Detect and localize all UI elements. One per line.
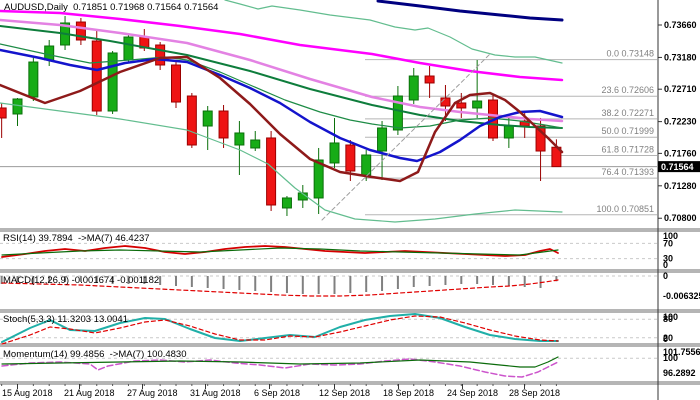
candle	[171, 64, 181, 103]
ma-navy	[376, 0, 564, 22]
price-label: 0.73660	[664, 20, 697, 30]
candle	[107, 52, 118, 112]
date-label: 31 Aug 2018	[190, 388, 241, 398]
scale-label: 101.7556	[663, 347, 700, 357]
candle	[202, 110, 213, 127]
current-price-label: 0.71564	[661, 162, 694, 172]
candle	[456, 102, 467, 109]
fib-label: 38.2 0.72271	[601, 108, 654, 118]
scale-label: 100	[663, 231, 678, 241]
candle	[329, 142, 340, 164]
candle	[266, 137, 277, 206]
candle	[313, 159, 324, 199]
date-label: 12 Sep 2018	[319, 388, 370, 398]
current-price-badge	[658, 161, 700, 173]
date-label: 21 Aug 2018	[64, 388, 115, 398]
scale-label: 96.2892	[663, 368, 696, 378]
candle	[28, 61, 39, 98]
candle	[75, 21, 86, 41]
macd-signal-line	[1, 279, 559, 297]
chart-title: AUDUSD,Daily 0.71851 0.71968 0.71564 0.7…	[4, 2, 219, 13]
rsi-indicator-label: RSI(14) 39.7894 ->MA(7) 46.4237	[3, 233, 150, 244]
date-label: 28 Sep 2018	[509, 388, 560, 398]
rsi-ma-line	[1, 247, 559, 256]
scale-label: 80	[663, 314, 673, 324]
envelope-lower-pale-green	[0, 102, 563, 223]
candle	[535, 125, 546, 152]
scale-label: 30	[663, 254, 673, 264]
date-label: 6 Sep 2018	[254, 388, 300, 398]
ma-magenta	[0, 9, 564, 82]
fib-label: 100.0 0.70851	[596, 204, 654, 214]
candle	[218, 110, 229, 139]
macd-indicator-label: MACD(12,26,9) -0.001674 -0.001182	[3, 275, 160, 286]
candle	[345, 144, 356, 172]
date-label: 27 Aug 2018	[127, 388, 178, 398]
candle	[408, 75, 419, 101]
scale-label: -0.006325	[663, 291, 700, 301]
candle	[44, 45, 55, 61]
candle	[186, 95, 197, 146]
candle	[377, 127, 388, 152]
fib-label: 50.0 0.71999	[601, 126, 654, 136]
scale-label: 100	[663, 312, 678, 322]
price-label: 0.70800	[664, 213, 697, 223]
candle	[472, 100, 483, 109]
scale-label: 70	[663, 238, 673, 248]
envelope-upper-pale-green	[224, 0, 563, 64]
scale-label: 0	[663, 334, 668, 344]
scale-label: 0	[663, 260, 668, 270]
candle	[424, 75, 435, 84]
price-label: 0.72710	[664, 84, 697, 94]
candle	[91, 40, 102, 112]
price-label: 0.73180	[664, 52, 697, 62]
candle	[392, 95, 403, 131]
fib-label: 61.8 0.71728	[601, 145, 654, 155]
trendline-dashed	[321, 53, 491, 221]
candle	[155, 44, 166, 66]
stoch-indicator-label: Stoch(5,3,3) 11.3203 13.0041	[3, 314, 129, 325]
date-label: 24 Sep 2018	[447, 388, 498, 398]
candle	[234, 132, 245, 146]
ma-maroon	[0, 55, 564, 183]
candle	[440, 97, 451, 107]
candle	[12, 98, 23, 115]
scale-label: 20	[663, 333, 673, 343]
candle	[0, 107, 7, 119]
date-label: 15 Aug 2018	[2, 388, 53, 398]
scale-label: 0	[663, 271, 668, 281]
momentum-ma-line	[1, 356, 559, 368]
price-label: 0.72230	[664, 117, 697, 127]
ma-green-fast	[0, 43, 563, 129]
stoch-d-line	[1, 315, 559, 345]
price-label: 0.71280	[664, 181, 697, 191]
momentum-line	[1, 358, 559, 378]
stoch-k-line	[1, 313, 559, 343]
candle	[123, 36, 134, 61]
ma-green-slow	[0, 25, 563, 129]
fib-label: 0.0 0.73148	[606, 49, 654, 59]
price-label: 0.71760	[664, 148, 697, 158]
momentum-indicator-label: Momentum(14) 99.4856 ->MA(7) 100.4830	[3, 349, 187, 360]
fib-label: 76.4 0.71393	[601, 167, 654, 177]
ma-blue	[0, 48, 564, 163]
fib-label: 23.6 0.72606	[601, 85, 654, 95]
candle	[281, 197, 292, 209]
scale-label: 100	[663, 353, 678, 363]
candle	[503, 125, 514, 139]
candle	[250, 139, 261, 149]
date-label: 18 Sep 2018	[383, 388, 434, 398]
candle	[361, 154, 372, 176]
